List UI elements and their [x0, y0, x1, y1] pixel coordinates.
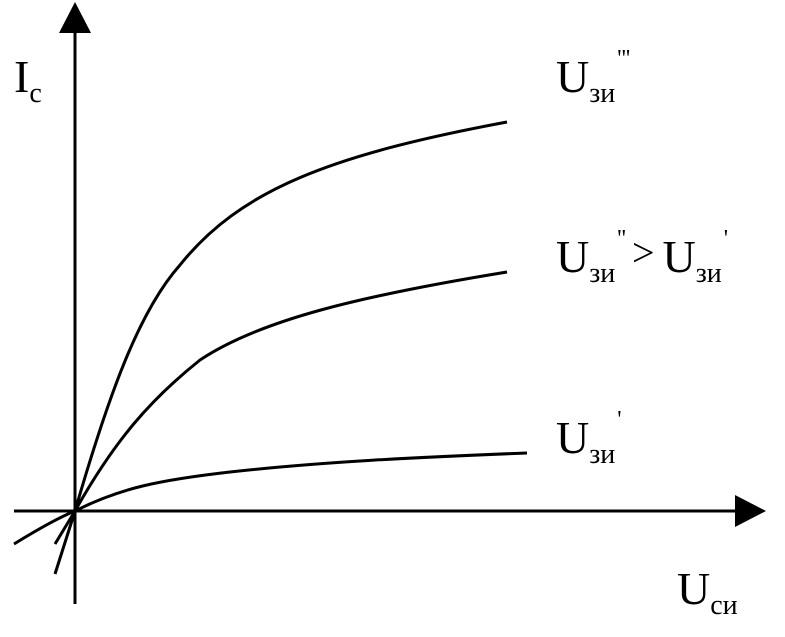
- curve-middle-label-main: U: [556, 231, 590, 282]
- curve-bottom: [13, 451, 528, 546]
- y-axis-arrow-icon: [59, 2, 91, 33]
- curve-top: [53, 120, 508, 575]
- curve-middle-label-rhs-main: U: [662, 231, 696, 282]
- curve-middle-label-prime: '': [617, 226, 626, 252]
- curve-middle-label-relation: >: [631, 230, 655, 275]
- curve-bottom-label-sub: зи: [589, 439, 616, 470]
- x-axis-label: Uси: [677, 563, 738, 620]
- x-axis-arrow-icon: [735, 495, 766, 527]
- curve-middle-label-rhs-sub: зи: [695, 258, 722, 289]
- curve-bottom-label: Uзи': [556, 408, 622, 469]
- curve-top-label-main: U: [556, 51, 590, 102]
- curve-bottom-label-main: U: [556, 412, 590, 463]
- x-axis-label-main: U: [677, 563, 711, 614]
- curve-middle-label: Uзи'' > Uзи': [556, 227, 728, 288]
- y-axis-label-sub: с: [29, 78, 42, 109]
- y-axis-label-main: I: [14, 51, 30, 102]
- curve-top-label-sub: зи: [589, 78, 616, 109]
- curve-middle-label-rhs-prime: ': [723, 226, 729, 252]
- y-axis-label: Iс: [14, 51, 42, 108]
- curve-top-label: Uзи''': [556, 47, 630, 108]
- curve-top-label-prime: ''': [617, 46, 631, 72]
- curve-middle-label-sub: зи: [589, 258, 616, 289]
- curve-bottom-label-prime: ': [617, 407, 622, 433]
- x-axis-label-sub: си: [710, 590, 738, 621]
- curve-middle: [53, 270, 508, 545]
